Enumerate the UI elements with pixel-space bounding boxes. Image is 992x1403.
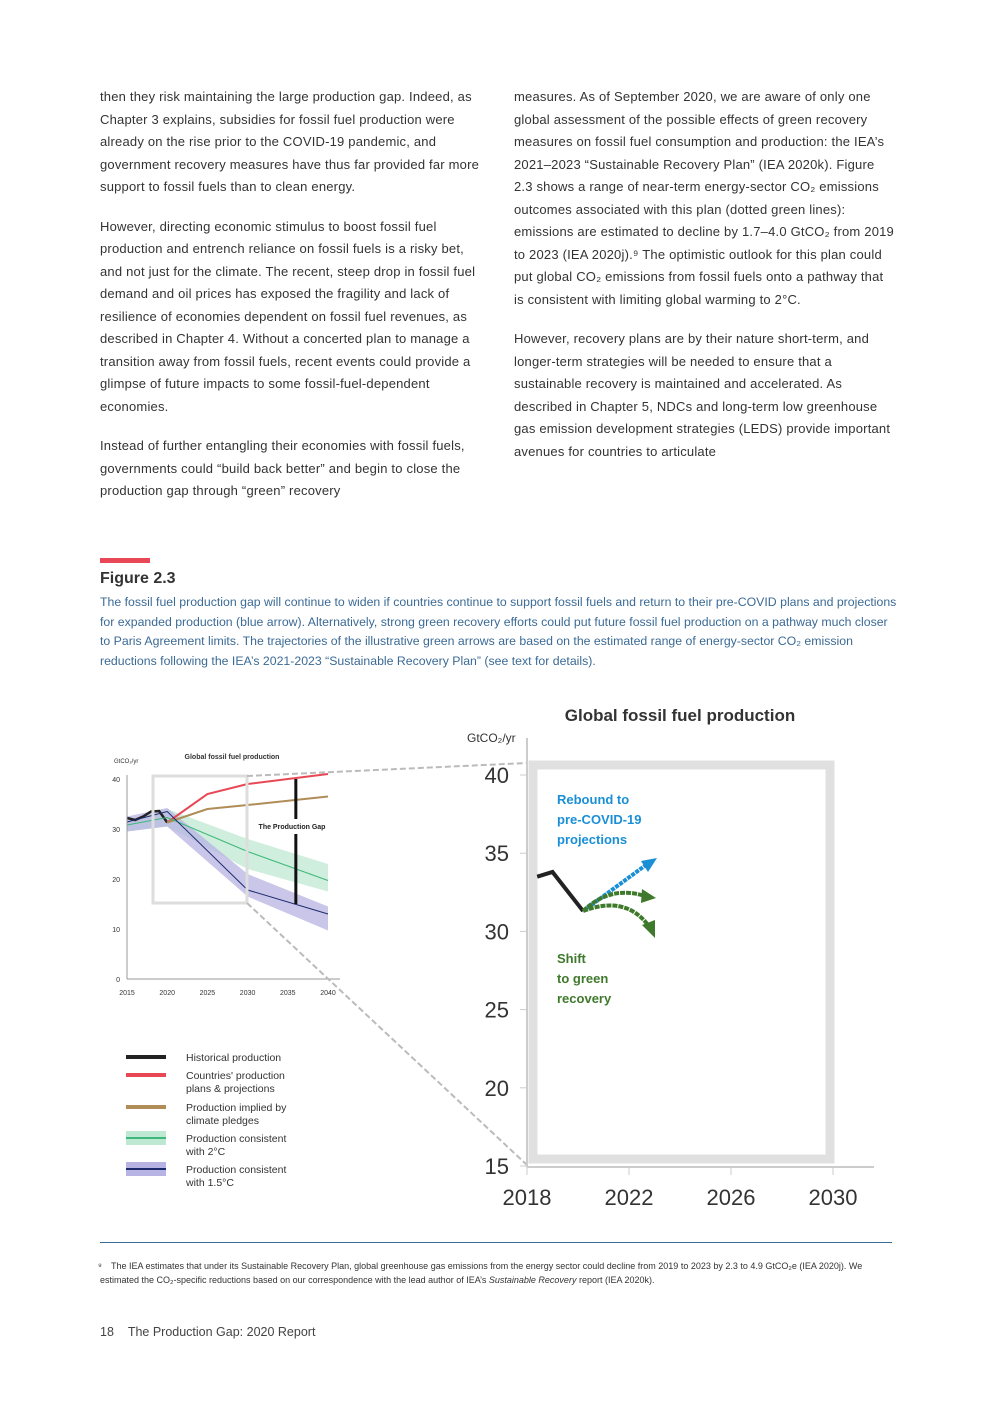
paragraph: measures. As of September 2020, we are a… <box>514 89 894 307</box>
y-tick-label: 20 <box>485 1076 509 1101</box>
series-line-production-consistent-with-2-c <box>126 816 329 881</box>
paragraph: However, directing economic stimulus to … <box>100 218 476 414</box>
legend-label: Production consistent <box>186 1164 287 1176</box>
rebound-label: projections <box>557 832 627 847</box>
legend-swatch <box>126 1073 166 1077</box>
x-tick-label: 2020 <box>159 990 175 997</box>
y-tick-label: 30 <box>485 919 509 944</box>
footnote: ⁹ The IEA estimates that under its Sustai… <box>98 1259 890 1287</box>
x-tick-label: 2022 <box>605 1185 654 1210</box>
y-tick-label: 25 <box>485 998 509 1023</box>
green-recovery-label: Shift <box>557 951 587 966</box>
zoom-connector <box>246 902 528 1166</box>
footnote-italic: Sustainable Recovery <box>488 1275 577 1285</box>
chart-title: Global fossil fuel production <box>185 754 280 761</box>
green-recovery-label: recovery <box>557 991 612 1006</box>
legend-item-15c: Production consistent with 1.5°C <box>126 1162 287 1195</box>
paragraph: However, recovery plans are by their nat… <box>514 331 891 459</box>
zoom-connector <box>246 762 528 777</box>
footnote-mark: ⁹ <box>98 1261 102 1271</box>
legend-swatch <box>126 1105 166 1109</box>
y-tick-label: 40 <box>112 777 120 784</box>
legend-item-2c: Production consistent with 2°C <box>126 1131 287 1164</box>
legend-label: Countries' production <box>186 1070 285 1082</box>
page-footer: 18 The Production Gap: 2020 Report <box>100 1325 315 1339</box>
gap-label-bg <box>254 819 330 832</box>
legend-swatch <box>126 1055 166 1059</box>
legend-item-historical: Historical production <box>126 1052 286 1083</box>
historical-line <box>536 869 585 913</box>
zoom-panel <box>528 760 835 1164</box>
rebound-arrowhead <box>641 858 657 872</box>
legend-label: climate pledges <box>186 1115 259 1127</box>
legend-label: Historical production <box>186 1052 282 1064</box>
y-tick-label: 10 <box>112 927 120 934</box>
page-number: 18 <box>100 1325 114 1339</box>
footnote-text-end: report (IEA 2020k). <box>576 1275 655 1285</box>
x-tick-label: 2018 <box>503 1185 552 1210</box>
y-tick-label: 40 <box>485 763 509 788</box>
figure-label: Figure 2.3 <box>100 570 176 587</box>
x-tick-label: 2030 <box>240 990 256 997</box>
y-tick-label: 15 <box>485 1154 509 1179</box>
legend-label: Production consistent <box>186 1133 287 1145</box>
legend-label: plans & projections <box>186 1083 275 1095</box>
chart-title: Global fossil fuel production <box>565 706 795 725</box>
legend-swatch <box>126 1162 166 1176</box>
x-tick-label: 2015 <box>119 990 135 997</box>
legend-label: with 2°C <box>186 1146 226 1158</box>
green-arrow-upper-head <box>641 889 656 903</box>
y-tick-label: 0 <box>116 977 120 984</box>
y-tick-label: 35 <box>485 841 509 866</box>
legend-item-plans: Countries' production plans & projections <box>126 1070 286 1102</box>
legend-item-pledges: Production implied by climate pledges <box>126 1102 286 1133</box>
series-line-production-consistent-with-1-5-c <box>126 810 329 915</box>
legend-label: Production implied by <box>186 1102 287 1114</box>
legend-swatch <box>126 1131 166 1145</box>
legend-label: with 1.5°C <box>186 1177 234 1189</box>
chart-legend: Historical production Countries' product… <box>126 1052 286 1195</box>
gap-annotation: The Production Gap <box>259 824 326 831</box>
band-production-consistent-with-1-5-c <box>127 808 328 931</box>
green-arrow-lower <box>582 903 650 927</box>
green-arrow-lower-head <box>642 920 655 938</box>
body-column-left: then they risk maintaining the large pro… <box>100 86 482 520</box>
footnote-divider <box>100 1242 892 1243</box>
green-arrow-upper <box>581 890 646 913</box>
x-tick-label: 2040 <box>320 990 336 997</box>
paragraph: Instead of further entangling their econ… <box>100 438 465 498</box>
figure-caption: The fossil fuel production gap will cont… <box>100 595 897 668</box>
figure-accent-bar <box>100 558 150 563</box>
series-line-countries-production-plans-projections <box>166 773 329 824</box>
y-tick-label: 20 <box>112 877 120 884</box>
rebound-label: Rebound to <box>557 792 629 807</box>
rebound-label: pre-COVID-19 <box>557 812 642 827</box>
report-title: The Production Gap: 2020 Report <box>127 1325 316 1339</box>
paragraph: then they risk maintaining the large pro… <box>100 89 480 194</box>
footnote-text: The IEA estimates that under its Sustain… <box>100 1261 863 1285</box>
zoom-box <box>151 774 249 905</box>
x-tick-label: 2025 <box>200 990 216 997</box>
y-tick-label: 30 <box>112 827 120 834</box>
body-column-right: measures. As of September 2020, we are a… <box>514 86 896 480</box>
series-line-production-implied-by-climate-pledges <box>166 795 329 824</box>
x-tick-label: 2030 <box>809 1185 858 1210</box>
x-tick-label: 2026 <box>707 1185 756 1210</box>
green-recovery-label: to green <box>557 971 608 986</box>
x-tick-label: 2035 <box>280 990 296 997</box>
y-axis-label: GtCO₂/yr <box>467 731 516 745</box>
y-axis-label: GtCO₂/yr <box>114 759 138 765</box>
